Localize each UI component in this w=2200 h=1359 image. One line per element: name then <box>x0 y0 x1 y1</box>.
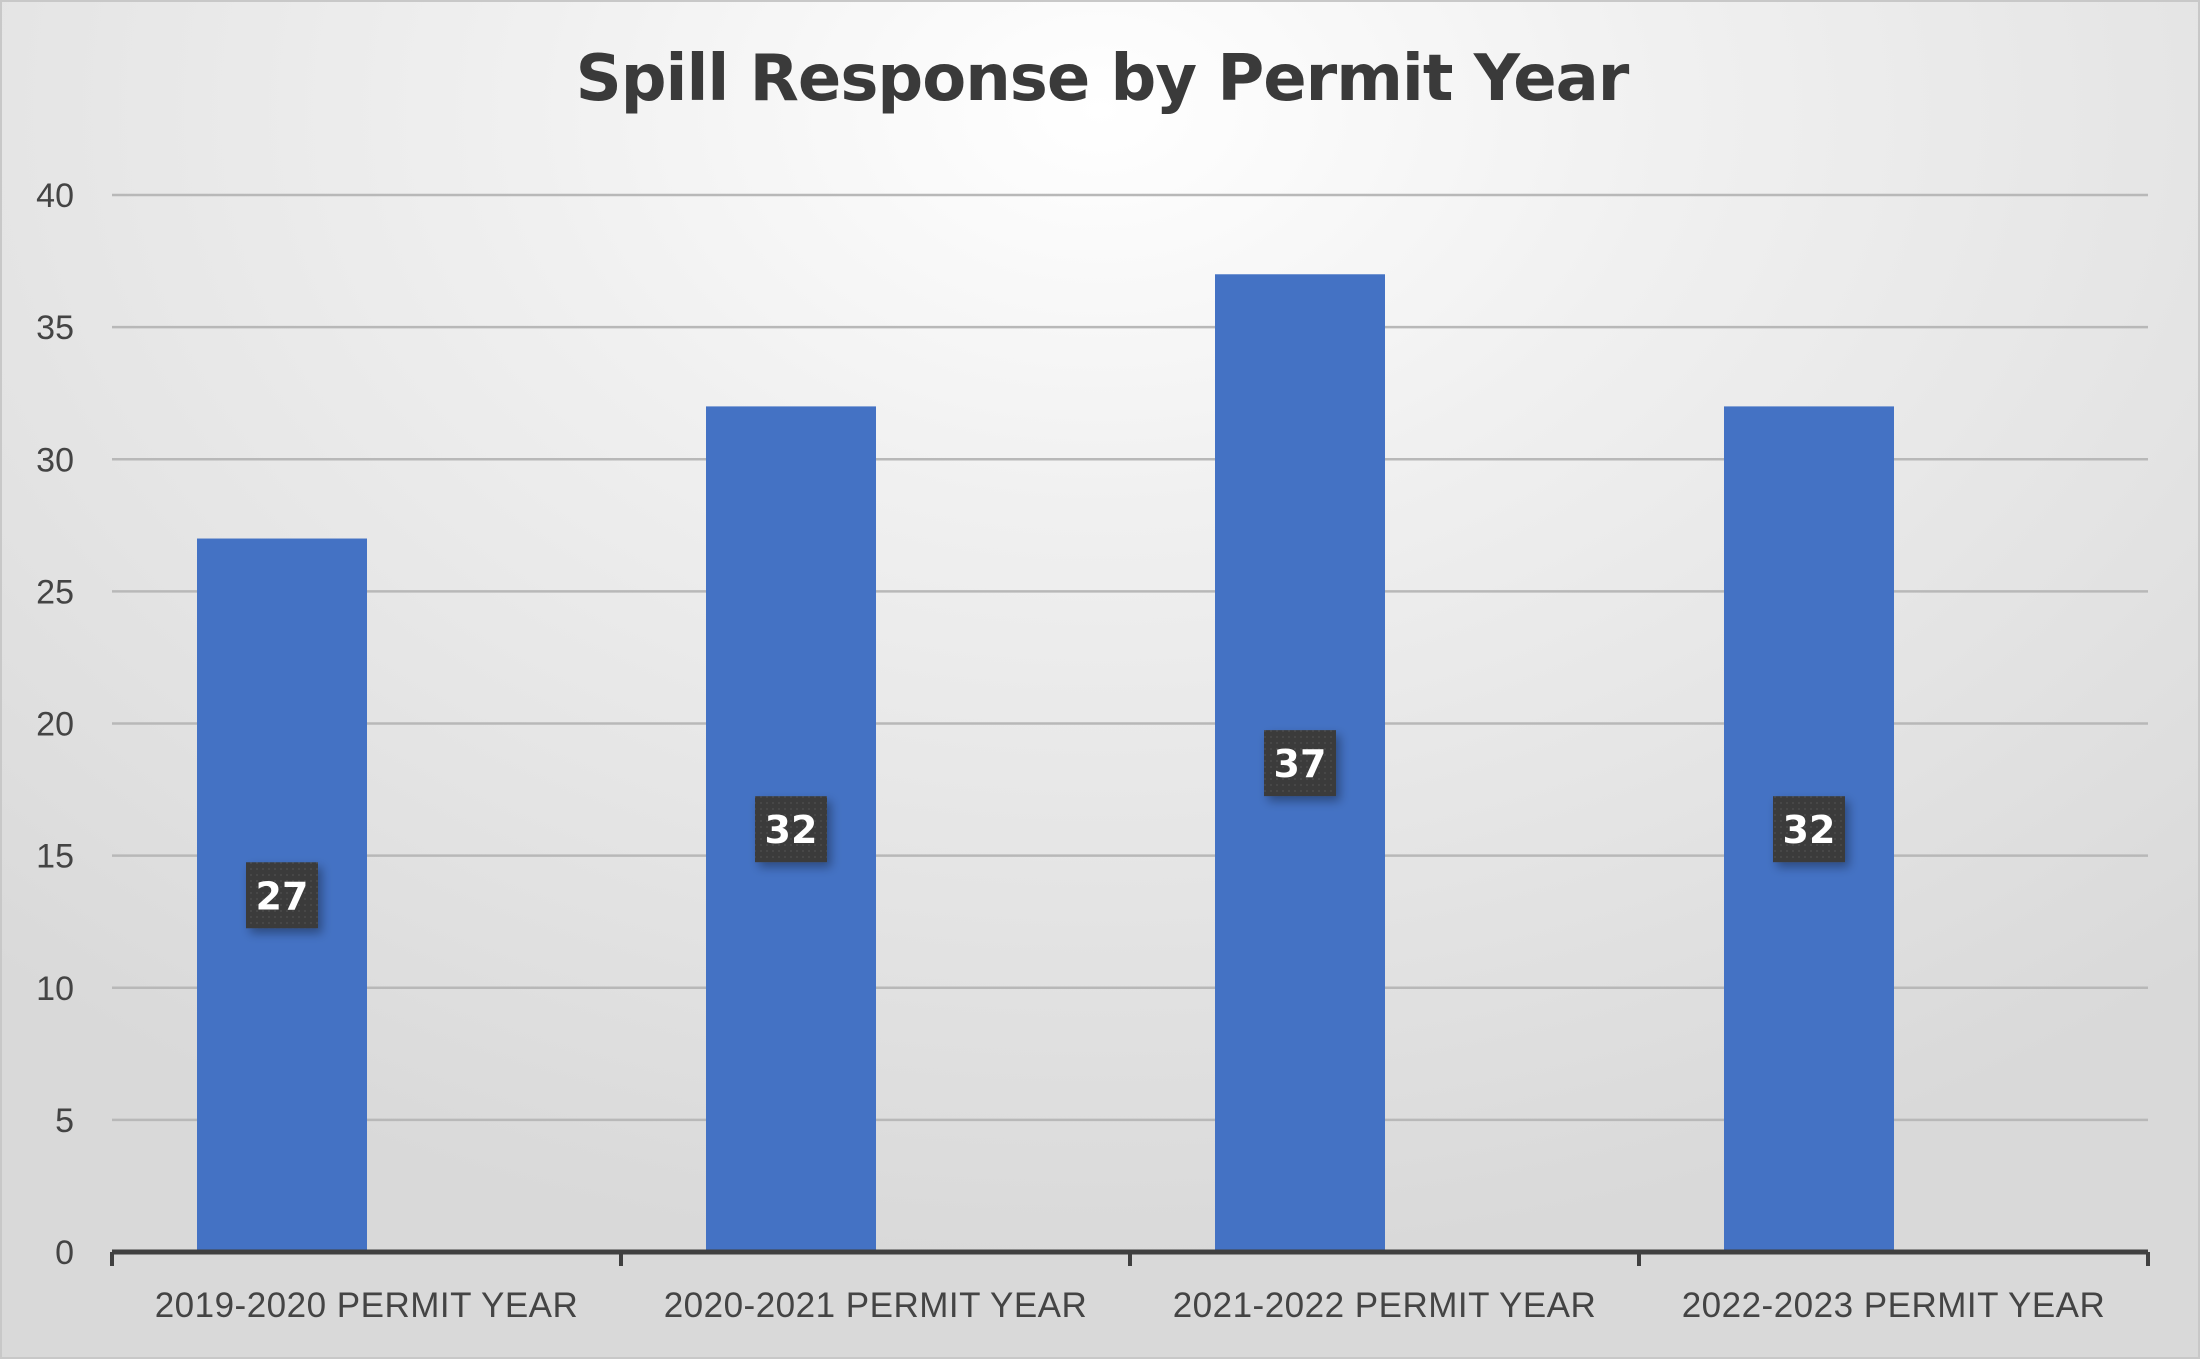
x-category-label: 2019-2020 PERMIT YEAR <box>155 1286 579 1325</box>
y-tick-label: 15 <box>36 838 74 876</box>
x-category-label: 2021-2022 PERMIT YEAR <box>1173 1286 1597 1325</box>
data-label-box <box>246 862 318 929</box>
y-tick-label: 20 <box>36 706 74 744</box>
y-tick-label: 40 <box>36 177 74 215</box>
y-axis-tick-labels: 0 5 10 15 20 25 30 35 40 <box>36 177 74 1272</box>
x-axis <box>110 1249 2150 1266</box>
y-tick-label: 35 <box>36 309 74 347</box>
data-labels: 27 32 37 32 <box>246 730 1845 929</box>
data-label-box <box>1773 796 1845 863</box>
data-label: 27 <box>256 874 309 918</box>
y-tick-label: 25 <box>36 573 74 611</box>
data-label: 37 <box>1274 742 1327 786</box>
y-tick-label: 10 <box>36 970 74 1008</box>
x-category-label: 2020-2021 PERMIT YEAR <box>664 1286 1088 1325</box>
data-label: 32 <box>765 808 818 852</box>
data-label-box <box>755 796 827 863</box>
y-tick-label: 30 <box>36 441 74 479</box>
x-category-label: 2022-2023 PERMIT YEAR <box>1682 1286 2106 1325</box>
gridlines <box>112 193 2148 1122</box>
chart-title: Spill Response by Permit Year <box>575 42 1630 116</box>
y-tick-label: 0 <box>55 1234 74 1272</box>
bars <box>197 274 1894 1252</box>
y-tick-label: 5 <box>55 1102 74 1140</box>
data-label-box <box>1264 730 1336 797</box>
x-axis-category-labels: 2019-2020 PERMIT YEAR 2020-2021 PERMIT YE… <box>155 1286 2106 1325</box>
data-label: 32 <box>1783 808 1836 852</box>
